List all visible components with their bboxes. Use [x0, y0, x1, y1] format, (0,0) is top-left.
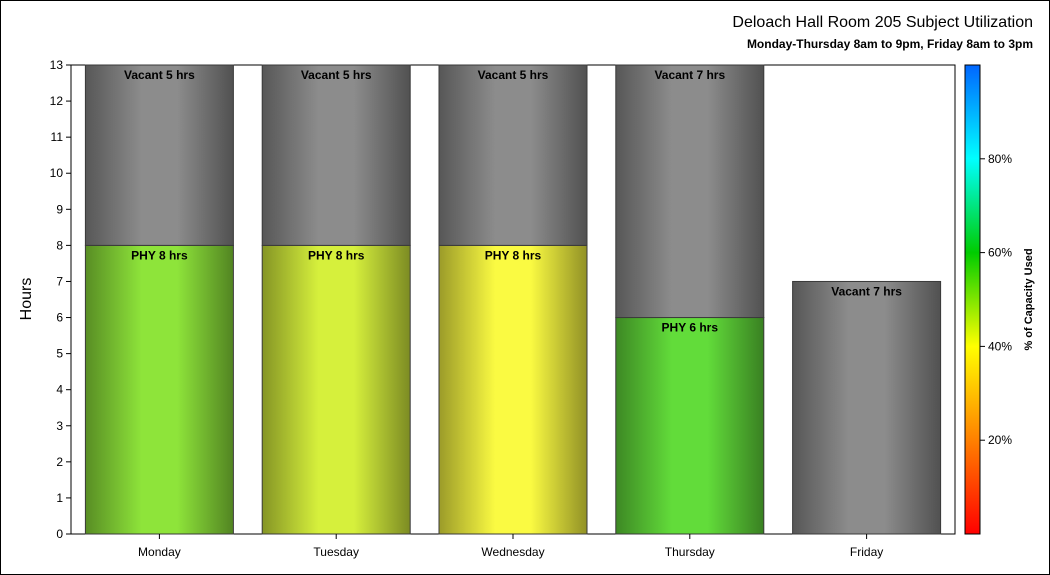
y-tick-label: 11	[51, 130, 64, 144]
x-tick-label: Thursday	[665, 545, 715, 559]
x-tick-label: Tuesday	[313, 545, 359, 559]
bar-segment	[438, 244, 588, 535]
colorbar-tick-label: 20%	[988, 433, 1012, 447]
colorbar-tick-label: 40%	[988, 339, 1012, 353]
bar-label: PHY 8 hrs	[131, 248, 188, 262]
x-tick-label: Monday	[138, 545, 181, 559]
y-tick-label: 8	[56, 238, 63, 252]
chart-subtitle: Monday-Thursday 8am to 9pm, Friday 8am t…	[746, 37, 1033, 51]
bar-label: Vacant 5 hrs	[301, 68, 372, 82]
x-tick-label: Wednesday	[481, 545, 544, 559]
bar-segment	[261, 64, 411, 246]
y-tick-label: 9	[56, 202, 63, 216]
bar-label: PHY 6 hrs	[662, 321, 719, 335]
x-tick-label: Friday	[850, 545, 883, 559]
bars-group: PHY 8 hrs Vacant 5 hrs PHY 8 hrs Vacant 5 h…	[84, 64, 942, 535]
bar-label: Vacant 5 hrs	[124, 68, 195, 82]
colorbar-tick-label: 60%	[988, 246, 1012, 260]
bar-segment	[84, 64, 234, 246]
y-tick-label: 12	[50, 94, 64, 108]
bar-label: Vacant 7 hrs	[831, 284, 902, 298]
y-tick-label: 7	[56, 274, 63, 288]
y-axis-label: Hours	[18, 278, 35, 321]
bar-segment	[615, 64, 765, 319]
y-tick-label: 6	[56, 311, 63, 325]
y-tick-label: 1	[56, 491, 63, 505]
colorbar: 20% 40% 60% 80% % of Capacity Used	[964, 64, 1035, 535]
x-axis: Monday Tuesday Wednesday Thursday Friday	[138, 534, 883, 559]
y-tick-label: 10	[50, 166, 64, 180]
y-tick-label: 5	[56, 347, 63, 361]
chart-title: Deloach Hall Room 205 Subject Utilizatio…	[732, 14, 1033, 31]
y-tick-label: 2	[56, 455, 63, 469]
colorbar-tick-label: 80%	[988, 152, 1012, 166]
bar-segment	[84, 244, 234, 535]
bar-label: PHY 8 hrs	[485, 248, 542, 262]
bar-segment	[792, 280, 942, 535]
y-tick-label: 3	[56, 419, 63, 433]
bar-label: PHY 8 hrs	[308, 248, 365, 262]
y-tick-label: 0	[56, 527, 63, 541]
colorbar-title: % of Capacity Used	[1023, 248, 1035, 350]
bar-label: Vacant 5 hrs	[478, 68, 549, 82]
y-tick-label: 4	[56, 383, 63, 397]
bar-segment	[438, 64, 588, 246]
y-tick-label: 13	[50, 58, 64, 72]
bar-segment	[261, 244, 411, 535]
bar-segment	[615, 317, 765, 535]
bar-label: Vacant 7 hrs	[654, 68, 725, 82]
colorbar-gradient	[964, 64, 981, 535]
